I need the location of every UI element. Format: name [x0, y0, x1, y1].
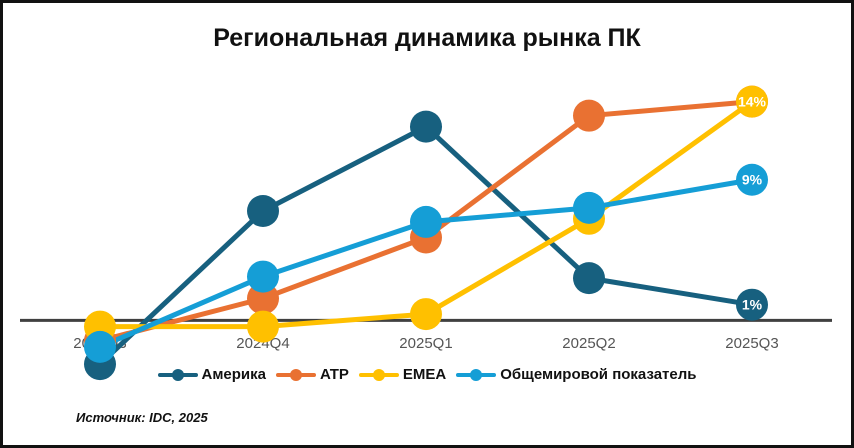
legend-item: EMEA	[358, 366, 447, 383]
data-point	[410, 298, 442, 331]
source-note: Источник: IDC, 2025	[76, 410, 208, 425]
data-point	[84, 330, 116, 363]
x-tick-label: 2024Q4	[236, 335, 289, 352]
data-point	[573, 262, 605, 295]
legend: Америка ATP EMEA Общемировой показатель	[0, 366, 854, 383]
legend-item: ATP	[276, 366, 349, 383]
legend-marker	[456, 368, 497, 381]
data-point	[736, 163, 768, 196]
data-point	[736, 288, 768, 321]
data-point	[573, 191, 605, 224]
x-tick-label: 2025Q1	[399, 335, 452, 352]
legend-label: EMEA	[402, 366, 447, 383]
data-label: 14%	[738, 94, 767, 110]
legend-marker	[358, 368, 399, 381]
data-point	[247, 310, 279, 343]
data-point	[410, 205, 442, 238]
data-point	[247, 282, 279, 315]
legend-label: Америка	[201, 366, 267, 383]
data-label: 1%	[742, 297, 763, 313]
data-point	[573, 99, 605, 132]
legend-marker	[276, 368, 317, 381]
x-tick-label: 2025Q3	[725, 335, 778, 352]
chart-title: Региональная динамика рынка ПК	[213, 24, 641, 52]
legend-marker	[157, 368, 198, 381]
data-point	[736, 85, 768, 118]
x-tick-label: 2025Q2	[562, 335, 615, 352]
data-point	[247, 194, 279, 227]
legend-item: Общемировой показатель	[456, 366, 697, 383]
legend-label: ATP	[320, 366, 349, 383]
data-label: 9%	[742, 172, 763, 188]
data-point	[247, 260, 279, 293]
legend-label: Общемировой показатель	[500, 366, 697, 383]
legend-item: Америка	[157, 366, 267, 383]
data-point	[410, 110, 442, 143]
